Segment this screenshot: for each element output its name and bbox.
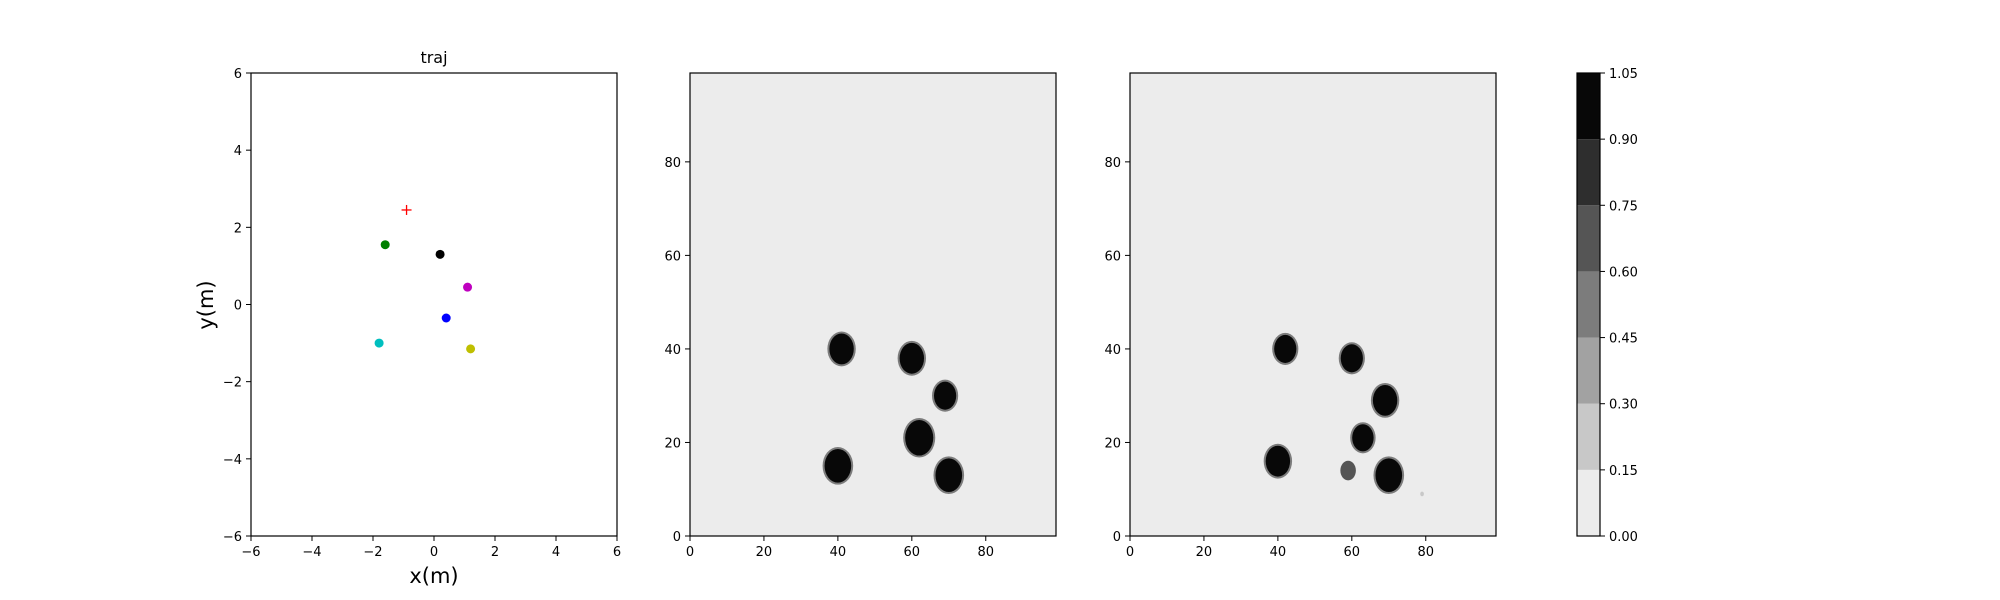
colorbar-tick-label: 0.00 bbox=[1609, 530, 1638, 545]
occupancy-blob bbox=[824, 449, 852, 483]
colorbar-segment bbox=[1577, 73, 1600, 140]
trajectory-y-tick-label: −2 bbox=[223, 376, 242, 391]
goal-marker bbox=[401, 204, 412, 215]
colorbar-tick-label: 0.45 bbox=[1609, 332, 1638, 347]
trajectory-marks bbox=[374, 204, 476, 354]
occupancy-x-tick-label: 0 bbox=[686, 545, 694, 560]
agent-point bbox=[435, 249, 445, 259]
trajectory-y-tick-label: −4 bbox=[223, 453, 242, 468]
predicted-y-tick-label: 80 bbox=[1104, 156, 1121, 171]
occupancy-map-ticks: 0 20 40 60 80 0 20 40 60 80 bbox=[664, 156, 994, 560]
predicted-x-tick-label: 20 bbox=[1196, 545, 1213, 560]
predicted-map-ticks: 0 20 40 60 80 0 20 40 60 80 bbox=[1104, 156, 1434, 560]
trajectory-y-tick-label: −6 bbox=[223, 530, 242, 545]
trajectory-y-tick-label: 2 bbox=[234, 221, 242, 236]
trajectory-x-tick-label: 4 bbox=[552, 545, 560, 560]
colorbar-segment bbox=[1577, 139, 1600, 206]
predicted-x-tick-label: 80 bbox=[1417, 545, 1434, 560]
trajectory-x-tick-label: 2 bbox=[491, 545, 499, 560]
predicted-x-tick-label: 60 bbox=[1344, 545, 1361, 560]
predicted-blob bbox=[1375, 458, 1403, 493]
colorbar-frame bbox=[1576, 72, 1601, 537]
y-axis-label: y(m) bbox=[194, 280, 218, 329]
occupancy-map-panel: 0 20 40 60 80 0 20 40 60 80 bbox=[664, 72, 1057, 560]
predicted-y-tick-label: 20 bbox=[1104, 436, 1121, 451]
trajectory-x-tick-label: −6 bbox=[241, 545, 260, 560]
occupancy-map-blobs bbox=[822, 331, 965, 495]
agent-point bbox=[463, 282, 473, 292]
trajectory-ticks: −6 −4 −2 0 2 4 6 −6 −4 −2 0 2 4 6 bbox=[223, 67, 621, 560]
predicted-y-tick-label: 40 bbox=[1104, 343, 1121, 358]
predicted-x-tick-label: 40 bbox=[1270, 545, 1287, 560]
predicted-y-tick-label: 0 bbox=[1113, 530, 1121, 545]
occupancy-blob bbox=[905, 420, 934, 456]
occupancy-blob bbox=[899, 342, 925, 374]
occupancy-blob bbox=[934, 381, 957, 410]
predicted-blob bbox=[1420, 491, 1424, 497]
trajectory-x-tick-label: 6 bbox=[613, 545, 621, 560]
trajectory-x-tick-label: −4 bbox=[302, 545, 321, 560]
trajectory-axes-frame bbox=[250, 72, 618, 537]
occupancy-y-tick-label: 80 bbox=[664, 156, 681, 171]
map-background bbox=[1130, 73, 1496, 536]
occupancy-y-tick-label: 60 bbox=[664, 249, 681, 264]
predicted-map-frame bbox=[1129, 72, 1497, 537]
x-axis-label: x(m) bbox=[409, 564, 458, 588]
trajectory-x-tick-label: −2 bbox=[363, 545, 382, 560]
occupancy-x-tick-label: 40 bbox=[830, 545, 847, 560]
colorbar-segment bbox=[1577, 337, 1600, 404]
predicted-map-blobs bbox=[1263, 332, 1426, 499]
colorbar-segment bbox=[1577, 469, 1600, 536]
occupancy-x-tick-label: 80 bbox=[977, 545, 994, 560]
occupancy-blob bbox=[935, 458, 963, 493]
trajectory-panel: traj −6 −4 −2 0 2 4 6 −6 −4 −2 0 2 4 6 x(m) y(m) bbox=[194, 48, 621, 588]
predicted-blob bbox=[1340, 460, 1356, 481]
colorbar-segments bbox=[1577, 73, 1600, 536]
predicted-blob bbox=[1372, 384, 1398, 416]
colorbar-segment bbox=[1577, 403, 1600, 470]
colorbar-tick-label: 0.30 bbox=[1609, 398, 1638, 413]
colorbar-tick-label: 0.75 bbox=[1609, 199, 1638, 214]
trajectory-y-tick-label: 0 bbox=[234, 299, 242, 314]
colorbar: 0.00 0.15 0.30 0.45 0.60 0.75 0.90 1.05 bbox=[1576, 67, 1638, 545]
predicted-map-panel: 0 20 40 60 80 0 20 40 60 80 bbox=[1104, 72, 1497, 560]
trajectory-y-tick-label: 6 bbox=[234, 67, 242, 82]
occupancy-y-tick-label: 20 bbox=[664, 436, 681, 451]
panel-title: traj bbox=[420, 48, 447, 67]
occupancy-blob bbox=[829, 333, 854, 365]
occupancy-x-tick-label: 60 bbox=[904, 545, 921, 560]
colorbar-tick-label: 0.60 bbox=[1609, 265, 1638, 280]
agent-point bbox=[441, 313, 451, 323]
agent-point bbox=[374, 338, 384, 348]
colorbar-segment bbox=[1577, 271, 1600, 338]
agent-point bbox=[380, 240, 390, 250]
colorbar-tick-label: 0.90 bbox=[1609, 133, 1638, 148]
occupancy-y-tick-label: 0 bbox=[673, 530, 681, 545]
predicted-blob bbox=[1265, 445, 1291, 477]
colorbar-tick-label: 0.15 bbox=[1609, 464, 1638, 479]
trajectory-y-tick-label: 4 bbox=[234, 144, 242, 159]
colorbar-tick-label: 1.05 bbox=[1609, 67, 1638, 82]
occupancy-x-tick-label: 20 bbox=[756, 545, 773, 560]
colorbar-ticks: 0.00 0.15 0.30 0.45 0.60 0.75 0.90 1.05 bbox=[1600, 67, 1638, 545]
predicted-blob bbox=[1340, 344, 1363, 373]
map-background bbox=[690, 73, 1056, 536]
predicted-y-tick-label: 60 bbox=[1104, 249, 1121, 264]
occupancy-map-frame bbox=[689, 72, 1057, 537]
occupancy-y-tick-label: 40 bbox=[664, 343, 681, 358]
colorbar-segment bbox=[1577, 205, 1600, 272]
predicted-blob bbox=[1352, 424, 1374, 452]
trajectory-x-tick-label: 0 bbox=[430, 545, 438, 560]
agent-point bbox=[466, 344, 476, 354]
predicted-x-tick-label: 0 bbox=[1126, 545, 1134, 560]
predicted-blob bbox=[1274, 334, 1297, 363]
